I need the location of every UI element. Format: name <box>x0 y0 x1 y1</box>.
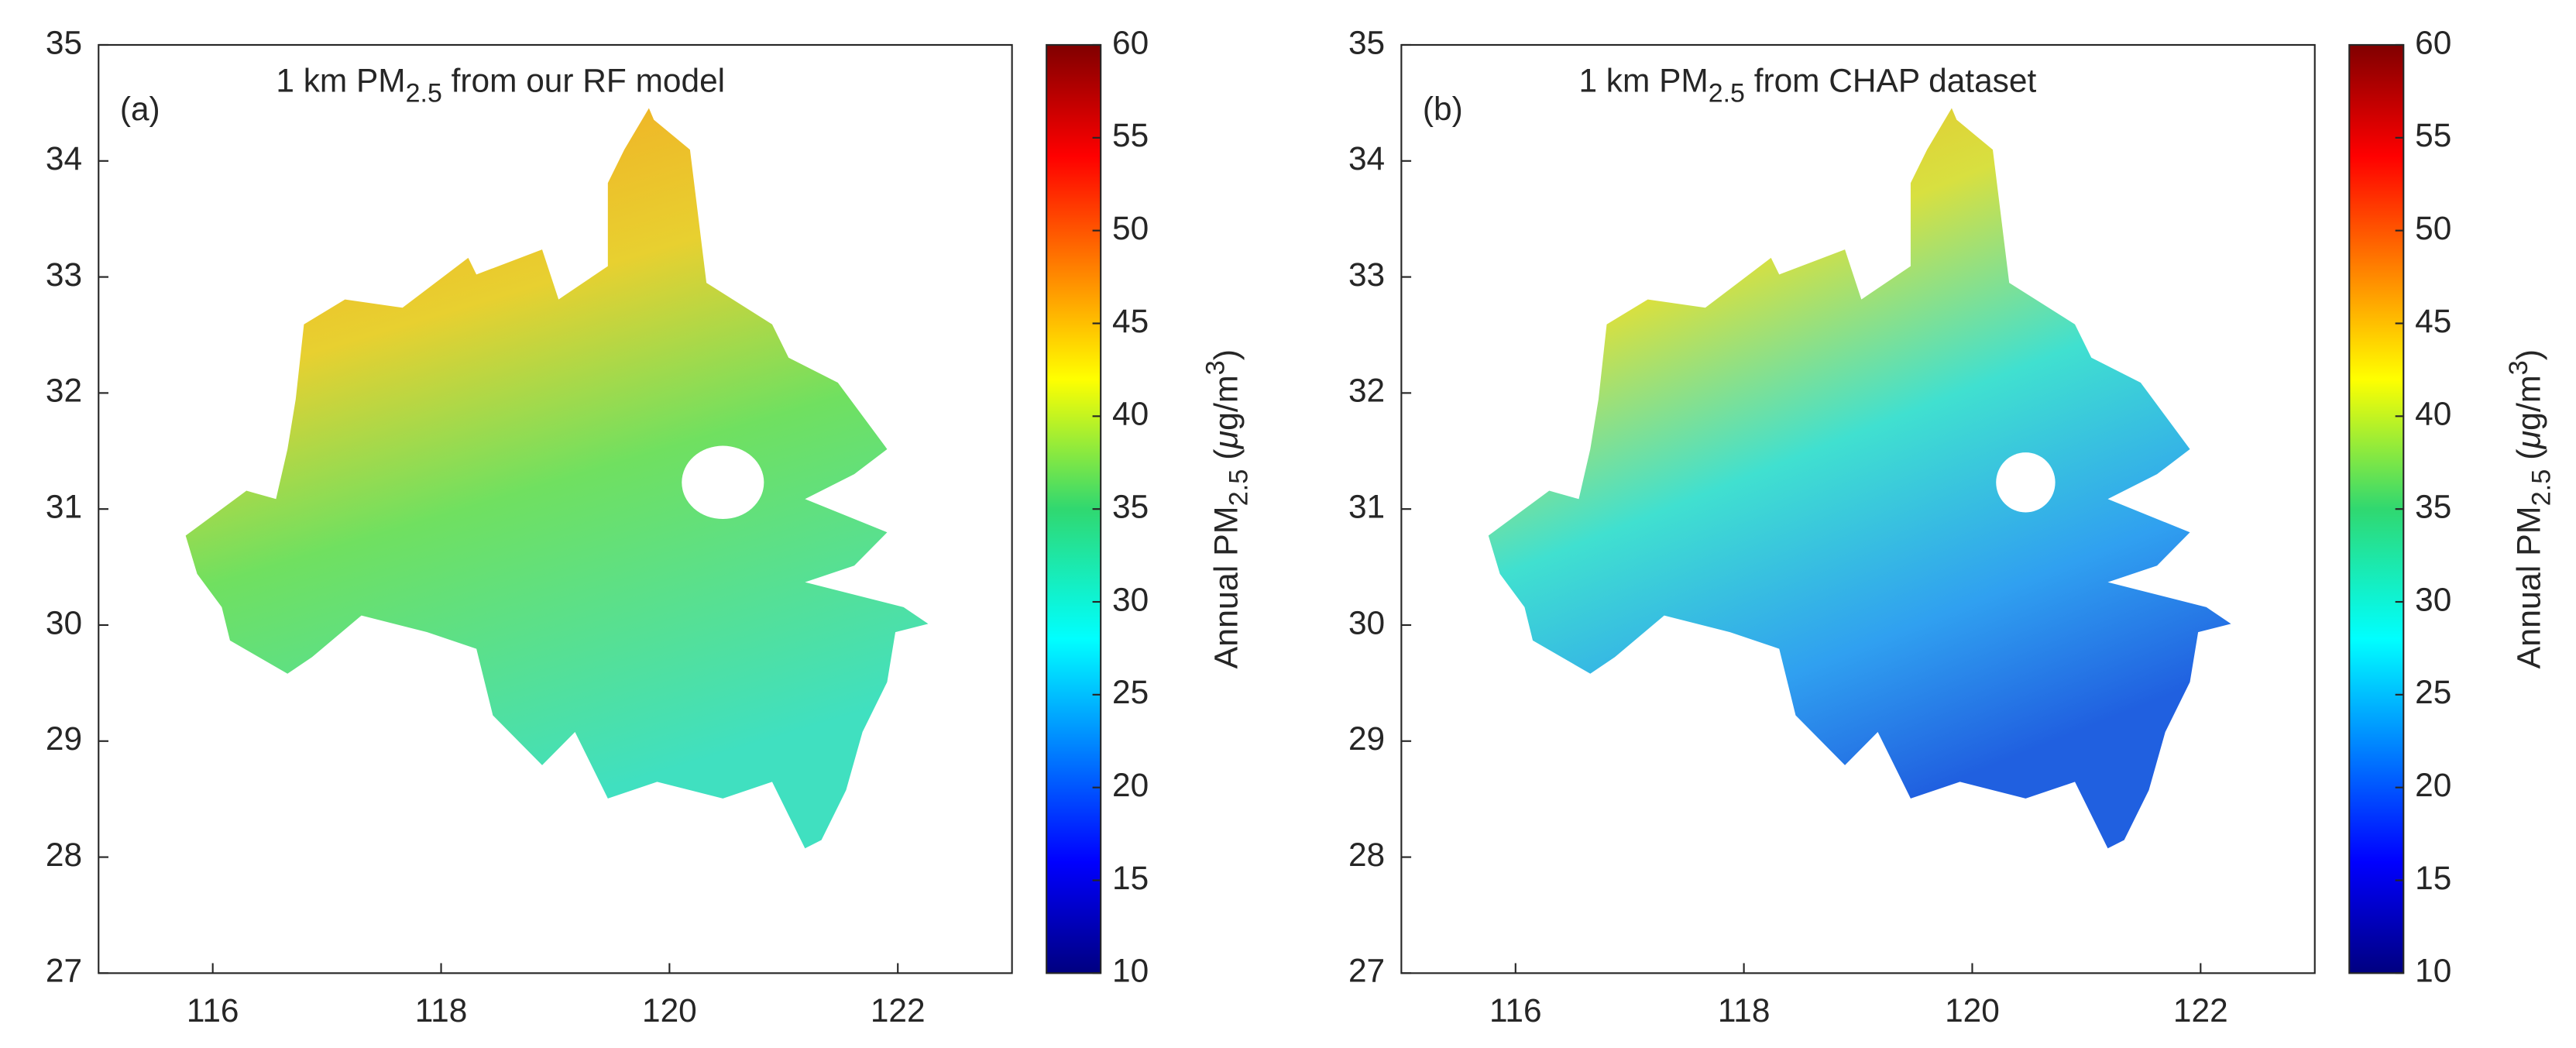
colorbar-tick-label: 45 <box>2415 303 2451 340</box>
panel-title: 1 km PM2.5 from our RF model <box>276 62 725 108</box>
colorbar <box>1046 43 1102 974</box>
map-b <box>1488 108 2231 849</box>
colorbar-tick-label: 20 <box>2415 767 2451 804</box>
title-part: from our RF model <box>442 62 725 99</box>
colorbar-tick-label: 35 <box>1112 488 1149 525</box>
y-tick-label: 31 <box>46 488 82 525</box>
y-tick-label: 32 <box>46 372 82 409</box>
colorbar-label: Annual PM2.5 (μg/m3) <box>2504 349 2556 669</box>
subscript: 2.5 <box>406 78 442 108</box>
x-tick-label: 120 <box>1945 992 2000 1029</box>
label-part: 2.5 <box>1224 469 1254 507</box>
y-tick-label: 27 <box>46 952 82 989</box>
label-part: g/m <box>2511 375 2548 431</box>
y-tick-label: 35 <box>46 24 82 61</box>
label-part: 3 <box>2504 360 2533 375</box>
x-tick-label: 116 <box>1489 992 1542 1029</box>
title-part: 1 km PM <box>276 62 405 99</box>
label-part: Annual PM <box>2511 506 2548 668</box>
colorbar-tick-label: 35 <box>2415 488 2451 525</box>
colorbar-tick-label: 25 <box>1112 674 1149 711</box>
label-part: g/m <box>1208 375 1245 431</box>
label-part: μ <box>1208 431 1245 450</box>
colorbar-tick-label: 20 <box>1112 767 1149 804</box>
colorbar-tick-label: 15 <box>2415 860 2451 897</box>
colorbar-tick-label: 10 <box>1112 952 1149 989</box>
colorbar-tick-label: 60 <box>2415 24 2451 61</box>
y-tick-label: 30 <box>46 604 82 641</box>
y-tick-label: 27 <box>1348 952 1385 989</box>
map-a <box>185 108 929 849</box>
y-tick-label: 32 <box>1348 372 1385 409</box>
y-tick-label: 34 <box>46 140 82 177</box>
y-tick-label: 34 <box>1348 140 1385 177</box>
x-tick-label: 116 <box>187 992 239 1029</box>
label-part: ) <box>2511 349 2548 360</box>
panel-label: (a) <box>120 91 160 128</box>
colorbar-label: Annual PM2.5 (μg/m3) <box>1201 349 1253 669</box>
y-tick-label: 29 <box>1348 720 1385 758</box>
y-tick-label: 33 <box>1348 256 1385 294</box>
subscript: 2.5 <box>1709 78 1745 108</box>
y-tick-label: 29 <box>46 720 82 758</box>
label-part: μ <box>2511 431 2548 450</box>
y-tick-label: 35 <box>1348 24 1385 61</box>
colorbar-tick-label: 10 <box>2415 952 2451 989</box>
x-tick-label: 120 <box>642 992 697 1029</box>
y-tick-label: 28 <box>46 837 82 874</box>
label-part: ( <box>2511 448 2548 469</box>
label-part: Annual PM <box>1208 506 1245 668</box>
colorbar-tick-label: 45 <box>1112 303 1149 340</box>
label-part: ) <box>1208 349 1245 360</box>
label-part: ( <box>1208 448 1245 469</box>
x-tick-label: 122 <box>871 992 926 1029</box>
colorbar-tick-label: 40 <box>2415 395 2451 432</box>
y-tick-label: 30 <box>1348 604 1385 641</box>
colorbar-tick-label: 55 <box>2415 117 2451 154</box>
label-part: 3 <box>1201 360 1231 375</box>
colorbar-tick-label: 60 <box>1112 24 1149 61</box>
x-tick-label: 122 <box>2173 992 2228 1029</box>
colorbar-tick-label: 30 <box>2415 581 2451 618</box>
title-part: from CHAP dataset <box>1745 62 2036 99</box>
colorbar-tick-label: 40 <box>1112 395 1149 432</box>
colorbar-tick-label: 15 <box>1112 860 1149 897</box>
colorbar-tick-label: 25 <box>2415 674 2451 711</box>
panel-title: 1 km PM2.5 from CHAP dataset <box>1578 62 2036 108</box>
x-tick-label: 118 <box>415 992 468 1029</box>
colorbar-tick-label: 30 <box>1112 581 1149 618</box>
colorbar-tick-label: 50 <box>2415 210 2451 247</box>
x-tick-label: 118 <box>1718 992 1771 1029</box>
y-tick-label: 33 <box>46 256 82 294</box>
y-tick-label: 31 <box>1348 488 1385 525</box>
label-part: 2.5 <box>2527 469 2557 507</box>
colorbar-tick-label: 55 <box>1112 117 1149 154</box>
panel-label: (b) <box>1423 91 1463 128</box>
colorbar-tick-label: 50 <box>1112 210 1149 247</box>
title-part: 1 km PM <box>1578 62 1708 99</box>
y-tick-label: 28 <box>1348 837 1385 874</box>
